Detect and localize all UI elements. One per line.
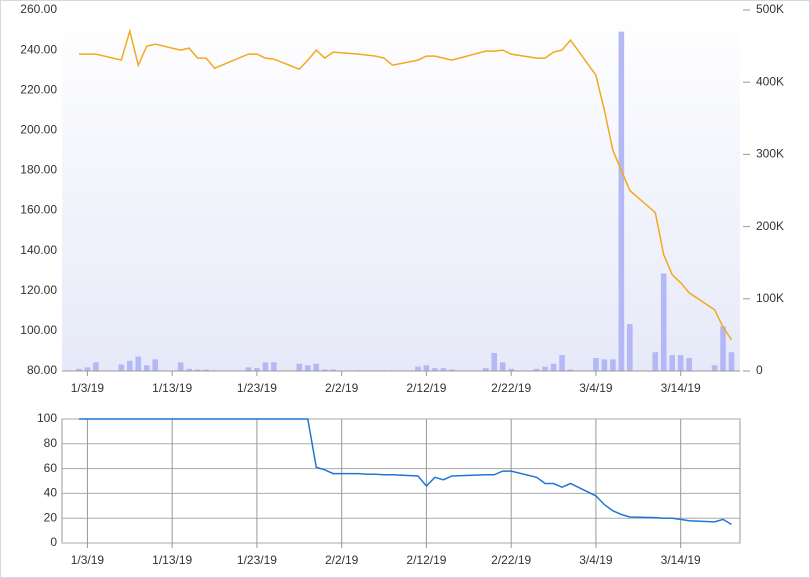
y-tick-label: 180.00 — [20, 163, 57, 177]
volume-bar — [203, 369, 209, 371]
y-tick-label: 80.00 — [27, 363, 57, 377]
volume-bar — [415, 366, 421, 371]
y-tick-label: 260.00 — [20, 2, 57, 16]
x-tick-label: 1/23/19 — [237, 381, 277, 395]
volume-bar — [533, 368, 540, 371]
y-tick-label: 20 — [44, 510, 58, 524]
y-tick-label: 220.00 — [20, 82, 57, 96]
volume-bar — [177, 362, 184, 371]
x-tick-label: 2/22/19 — [491, 553, 531, 567]
y2-tick-label: 0 — [756, 363, 763, 377]
y-tick-label: 80 — [44, 436, 58, 450]
x-tick-label: 1/3/19 — [71, 381, 105, 395]
volume-bar — [118, 364, 125, 371]
volume-bar — [76, 368, 82, 371]
volume-bar — [660, 273, 667, 371]
x-tick-label: 3/14/19 — [661, 381, 701, 395]
x-tick-label: 1/13/19 — [152, 553, 192, 567]
volume-bar — [245, 367, 252, 371]
plot-background — [61, 418, 741, 544]
price-line — [79, 418, 732, 526]
plot-background — [62, 10, 740, 371]
volume-bar — [508, 368, 514, 371]
x-tick-label: 2/2/19 — [325, 553, 359, 567]
y-tick-label: 200.00 — [20, 123, 57, 137]
y2-tick-label: 100K — [756, 291, 784, 305]
x-tick-label: 3/4/19 — [579, 553, 613, 567]
y-tick-label: 100 — [37, 411, 57, 425]
volume-bar — [686, 358, 692, 371]
volume-bar — [627, 324, 633, 371]
y-tick-label: 240.00 — [20, 42, 57, 56]
x-tick-label: 2/12/19 — [406, 553, 446, 567]
y-tick-label: 160.00 — [20, 203, 57, 217]
volume-bar — [559, 355, 565, 371]
price-line — [79, 28, 733, 341]
volume-bar — [482, 368, 489, 371]
volume-bar — [542, 366, 548, 371]
x-tick-label: 1/3/19 — [71, 553, 105, 567]
volume-bar — [127, 360, 133, 371]
x-tick-label: 2/22/19 — [491, 381, 531, 395]
volume-bar — [296, 363, 303, 371]
y-tick-label: 100.00 — [20, 323, 57, 337]
volume-bar — [491, 352, 498, 371]
y2-tick-label: 200K — [756, 219, 784, 233]
volume-bar — [186, 368, 192, 371]
volume-bar — [254, 368, 260, 371]
volume-bar — [593, 358, 599, 371]
y2-tick-label: 400K — [756, 74, 784, 88]
y-tick-label: 120.00 — [20, 283, 57, 297]
x-tick-label: 3/4/19 — [579, 381, 613, 395]
y2-tick-label: 300K — [756, 147, 784, 161]
volume-bar — [440, 368, 447, 371]
volume-bar — [304, 365, 311, 371]
x-tick-label: 2/2/19 — [325, 381, 359, 395]
volume-bar — [652, 352, 659, 371]
volume-bar — [330, 369, 336, 371]
x-tick-label: 3/14/19 — [661, 553, 701, 567]
volume-bar — [610, 359, 616, 371]
volume-bar — [550, 363, 557, 371]
x-tick-label: 1/13/19 — [152, 381, 192, 395]
volume-bar — [677, 355, 684, 371]
volume-bar — [499, 362, 506, 371]
volume-bar — [84, 367, 91, 371]
volume-bar — [720, 326, 726, 371]
y-tick-label: 0 — [50, 535, 57, 549]
x-tick-label: 1/23/19 — [237, 553, 277, 567]
volume-bar — [432, 368, 438, 371]
volume-bar — [93, 362, 99, 371]
volume-bar — [143, 365, 150, 371]
volume-bar — [313, 363, 320, 371]
volume-bar — [449, 369, 455, 371]
volume-bar — [271, 362, 277, 371]
volume-bar — [669, 355, 675, 371]
volume-bar — [194, 369, 201, 371]
volume-bar — [711, 365, 718, 371]
y-tick-label: 140.00 — [20, 243, 57, 257]
volume-bar — [423, 365, 430, 371]
x-tick-label: 2/12/19 — [406, 381, 446, 395]
volume-bar — [728, 352, 735, 371]
y2-tick-label: 500K — [756, 2, 784, 16]
y-tick-label: 60 — [44, 461, 58, 475]
volume-bar — [321, 369, 328, 371]
volume-bar — [135, 356, 142, 371]
volume-bar — [601, 359, 608, 371]
volume-bar — [567, 369, 574, 371]
volume-bar — [618, 31, 625, 371]
volume-bar — [262, 362, 269, 371]
volume-bar — [152, 359, 159, 371]
y-tick-label: 40 — [44, 486, 58, 500]
